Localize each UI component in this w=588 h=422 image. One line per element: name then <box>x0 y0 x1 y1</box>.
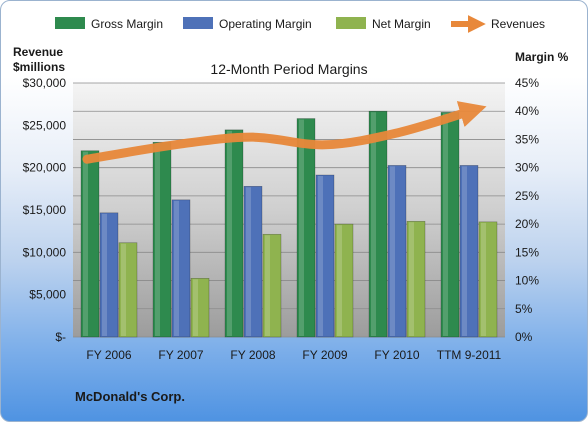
bar-gross-margin <box>440 112 460 338</box>
bar-highlight <box>481 222 486 336</box>
x-axis-tick: FY 2006 <box>86 348 131 362</box>
left-axis-tick: $15,000 <box>23 203 67 217</box>
bar-operating-margin <box>459 165 479 338</box>
bar-gross-margin <box>224 129 244 338</box>
bar-highlight <box>102 213 107 336</box>
bar-net-margin <box>190 277 210 338</box>
bar-operating-margin <box>171 199 191 338</box>
x-axis-tick: TTM 9-2011 <box>437 348 502 362</box>
bar-highlight <box>462 166 467 336</box>
bar-highlight <box>299 119 304 336</box>
left-axis-tick: $25,000 <box>23 118 67 132</box>
legend-label-operating-margin: Operating Margin <box>219 17 312 31</box>
bar-highlight <box>155 143 160 336</box>
bar-highlight <box>371 112 376 336</box>
bar-operating-margin <box>315 174 335 338</box>
left-axis-tick: $20,000 <box>23 161 67 175</box>
right-axis-tick: 30% <box>515 161 539 175</box>
bars <box>80 110 498 338</box>
x-axis-tick: FY 2009 <box>302 348 347 362</box>
bar-highlight <box>409 222 414 336</box>
bar-highlight <box>193 279 198 336</box>
legend: Gross Margin Operating Margin Net Margin… <box>55 15 545 33</box>
legend-label-net-margin: Net Margin <box>372 17 431 31</box>
x-axis-tick: FY 2010 <box>374 348 419 362</box>
bar-highlight <box>246 187 251 336</box>
legend-label-revenues: Revenues <box>491 17 545 31</box>
company-name: McDonald's Corp. <box>75 389 185 404</box>
bar-net-margin <box>118 242 138 338</box>
right-axis-tick: 35% <box>515 132 539 146</box>
gridlines <box>73 82 505 338</box>
right-axis-tick: 0% <box>515 330 533 344</box>
bar-operating-margin <box>387 165 407 338</box>
left-axis-tick: $- <box>55 330 66 344</box>
right-axis-ticks: 0% 5% 10% 15% 20% 25% 30% 35% 40% 45% <box>515 76 539 344</box>
bar-net-margin <box>262 233 282 338</box>
right-axis-tick: 5% <box>515 302 533 316</box>
left-axis-tick: $10,000 <box>23 245 67 259</box>
revenue-trend <box>82 101 487 164</box>
left-axis-label-line2: $millions <box>13 60 65 74</box>
bar-highlight <box>121 243 126 336</box>
legend-swatch-net-margin <box>336 17 366 29</box>
x-axis-ticks: FY 2006 FY 2007 FY 2008 FY 2009 FY 2010 TTM 9… <box>86 348 501 362</box>
bar-net-margin <box>334 223 354 338</box>
bar-highlight <box>337 225 342 336</box>
left-axis-tick: $30,000 <box>23 76 67 90</box>
right-axis-tick: 25% <box>515 189 539 203</box>
chart-title: 12-Month Period Margins <box>210 61 367 77</box>
bar-highlight <box>265 235 270 336</box>
legend-swatch-operating-margin <box>183 17 213 29</box>
bar-highlight <box>443 113 448 337</box>
legend-label-gross-margin: Gross Margin <box>91 17 163 31</box>
bar-highlight <box>83 151 88 336</box>
bar-highlight <box>174 200 179 336</box>
left-axis-label-line1: Revenue <box>13 45 63 59</box>
x-axis-tick: FY 2008 <box>230 348 275 362</box>
left-axis-ticks: $- $5,000 $10,000 $15,000 $20,000 $25,000 $30,… <box>23 76 67 344</box>
right-axis-tick: 15% <box>515 245 539 259</box>
right-axis-tick: 40% <box>515 104 539 118</box>
bar-gross-margin <box>80 150 100 338</box>
revenue-trend-line <box>82 101 487 164</box>
legend-swatch-gross-margin <box>55 17 85 29</box>
right-axis-tick: 45% <box>515 76 539 90</box>
bar-net-margin <box>478 221 498 338</box>
right-axis-tick: 10% <box>515 274 539 288</box>
x-axis-tick: FY 2007 <box>158 348 203 362</box>
bar-operating-margin <box>99 212 119 338</box>
bar-highlight <box>227 130 232 336</box>
left-axis-tick: $5,000 <box>29 288 66 302</box>
right-axis-label: Margin % <box>515 50 569 64</box>
bar-highlight <box>390 166 395 336</box>
bar-highlight <box>318 176 323 336</box>
bar-net-margin <box>406 220 426 338</box>
bar-gross-margin <box>296 118 316 338</box>
bar-operating-margin <box>243 185 263 338</box>
bar-gross-margin <box>368 110 388 338</box>
right-axis-tick: 20% <box>515 217 539 231</box>
